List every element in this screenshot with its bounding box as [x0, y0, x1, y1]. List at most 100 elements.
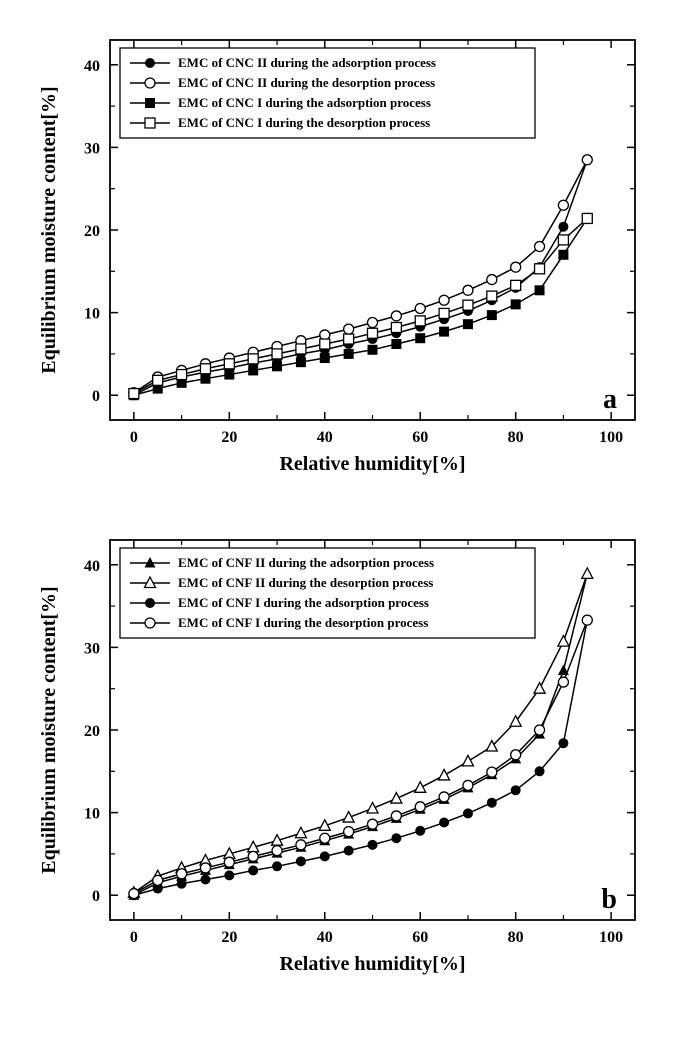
- y-tick-label: 30: [84, 140, 100, 157]
- series-marker: [463, 319, 473, 329]
- series-marker: [487, 310, 497, 320]
- x-tick-label: 80: [508, 929, 524, 946]
- series-marker: [487, 798, 497, 808]
- series-marker: [535, 242, 545, 252]
- x-tick-label: 0: [130, 429, 138, 446]
- series-marker: [224, 359, 234, 369]
- series-marker: [558, 738, 568, 748]
- y-tick-label: 0: [92, 888, 100, 905]
- series-marker: [511, 262, 521, 272]
- series-marker: [153, 375, 163, 385]
- series-marker: [391, 311, 401, 321]
- series-marker: [487, 275, 497, 285]
- series-marker: [248, 865, 258, 875]
- series-marker: [535, 285, 545, 295]
- panel-label-b: b: [601, 884, 617, 915]
- x-tick-label: 0: [130, 929, 138, 946]
- series-marker: [177, 370, 187, 380]
- legend-label-3: EMC of CNC I during the desorption proce…: [178, 115, 430, 130]
- series-marker: [391, 833, 401, 843]
- y-tick-label: 20: [84, 723, 100, 740]
- series-marker: [248, 354, 258, 364]
- series-marker: [582, 615, 592, 625]
- x-axis-label: Relative humidity[%]: [279, 953, 465, 975]
- series-marker: [368, 840, 378, 850]
- chart-b: 020406080100010203040Relative humidity[%…: [20, 520, 665, 990]
- series-marker: [272, 361, 282, 371]
- legend-label-2: EMC of CNF I during the adsorption proce…: [178, 595, 429, 610]
- series-marker: [415, 316, 425, 326]
- series-marker: [129, 889, 139, 899]
- series-marker: [415, 826, 425, 836]
- series-marker: [558, 235, 568, 245]
- series-marker: [224, 870, 234, 880]
- series-marker: [415, 303, 425, 313]
- legend-label-0: EMC of CNC II during the adsorption proc…: [178, 55, 436, 70]
- series-marker: [511, 785, 521, 795]
- series-marker: [558, 677, 568, 687]
- series-marker: [296, 856, 306, 866]
- y-tick-label: 40: [84, 58, 100, 75]
- series-marker: [415, 333, 425, 343]
- series-marker: [296, 357, 306, 367]
- series-marker: [177, 869, 187, 879]
- series-marker: [177, 879, 187, 889]
- series-marker: [320, 833, 330, 843]
- series-marker: [558, 222, 568, 232]
- series-marker: [558, 200, 568, 210]
- series-marker: [487, 291, 497, 301]
- chart-a-container: 020406080100010203040Relative humidity[%…: [20, 20, 665, 490]
- series-marker: [153, 875, 163, 885]
- chart-a: 020406080100010203040Relative humidity[%…: [20, 20, 665, 490]
- y-tick-label: 10: [84, 306, 100, 323]
- series-marker: [344, 827, 354, 837]
- legend-label-1: EMC of CNC II during the desorption proc…: [178, 75, 435, 90]
- x-tick-label: 60: [412, 929, 428, 946]
- y-axis-label: Equilibrium moisture content[%]: [38, 586, 60, 873]
- series-marker: [463, 780, 473, 790]
- series-marker: [558, 250, 568, 260]
- series-marker: [272, 861, 282, 871]
- series-marker: [344, 324, 354, 334]
- series-marker: [129, 389, 139, 399]
- series-marker: [248, 851, 258, 861]
- series-marker: [535, 766, 545, 776]
- series-marker: [320, 851, 330, 861]
- y-tick-label: 10: [84, 806, 100, 823]
- series-marker: [296, 344, 306, 354]
- series-marker: [535, 264, 545, 274]
- series-marker: [439, 792, 449, 802]
- series-marker: [344, 349, 354, 359]
- x-tick-label: 20: [221, 929, 237, 946]
- x-tick-label: 40: [317, 429, 333, 446]
- y-tick-label: 30: [84, 640, 100, 657]
- y-tick-label: 40: [84, 558, 100, 575]
- series-marker: [582, 155, 592, 165]
- panel-label-a: a: [603, 384, 617, 415]
- x-tick-label: 80: [508, 429, 524, 446]
- series-marker: [344, 334, 354, 344]
- legend-label-2: EMC of CNC I during the adsorption proce…: [178, 95, 431, 110]
- legend-label-0: EMC of CNF II during the adsorption proc…: [178, 555, 434, 570]
- series-marker: [200, 863, 210, 873]
- series-marker: [463, 300, 473, 310]
- legend-label-3: EMC of CNF I during the desorption proce…: [178, 615, 428, 630]
- series-marker: [511, 299, 521, 309]
- series-marker: [344, 846, 354, 856]
- x-tick-label: 40: [317, 929, 333, 946]
- series-marker: [415, 802, 425, 812]
- series-marker: [463, 285, 473, 295]
- series-marker: [439, 308, 449, 318]
- series-marker: [200, 364, 210, 374]
- series-marker: [248, 365, 258, 375]
- series-marker: [320, 353, 330, 363]
- series-marker: [511, 750, 521, 760]
- y-tick-label: 0: [92, 388, 100, 405]
- series-marker: [296, 840, 306, 850]
- series-marker: [368, 819, 378, 829]
- series-marker: [200, 374, 210, 384]
- series-marker: [582, 213, 592, 223]
- series-marker: [224, 370, 234, 380]
- series-marker: [391, 339, 401, 349]
- x-tick-label: 100: [599, 429, 623, 446]
